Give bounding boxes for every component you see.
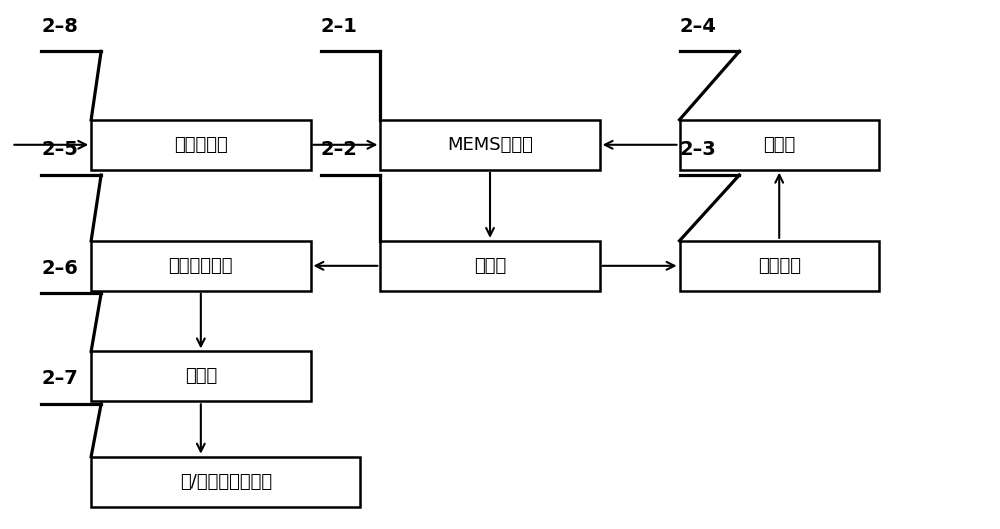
Bar: [680, 241, 879, 291]
Text: 2–4: 2–4: [680, 16, 716, 35]
Text: 2–2: 2–2: [320, 140, 357, 159]
Text: 闭环电路: 闭环电路: [758, 257, 801, 275]
Bar: [91, 241, 311, 291]
Text: 频率读取装置: 频率读取装置: [169, 257, 233, 275]
Text: 2–5: 2–5: [41, 140, 78, 159]
Text: 激励端: 激励端: [763, 136, 795, 154]
Text: 2–7: 2–7: [41, 369, 78, 388]
Bar: [380, 241, 600, 291]
Bar: [91, 457, 360, 507]
Text: 本体加热端: 本体加热端: [174, 136, 228, 154]
Bar: [380, 120, 600, 170]
Text: MEMS谐振器: MEMS谐振器: [447, 136, 533, 154]
Bar: [680, 120, 879, 170]
Text: 2–8: 2–8: [41, 16, 78, 35]
Bar: [91, 351, 311, 402]
Text: 2–3: 2–3: [680, 140, 716, 159]
Bar: [91, 120, 311, 170]
Text: 2–1: 2–1: [320, 16, 357, 35]
Text: 2–6: 2–6: [41, 259, 78, 278]
Text: 数/模电压转换模块: 数/模电压转换模块: [180, 472, 272, 490]
Text: 单片机: 单片机: [185, 367, 217, 385]
Text: 检测端: 检测端: [474, 257, 506, 275]
